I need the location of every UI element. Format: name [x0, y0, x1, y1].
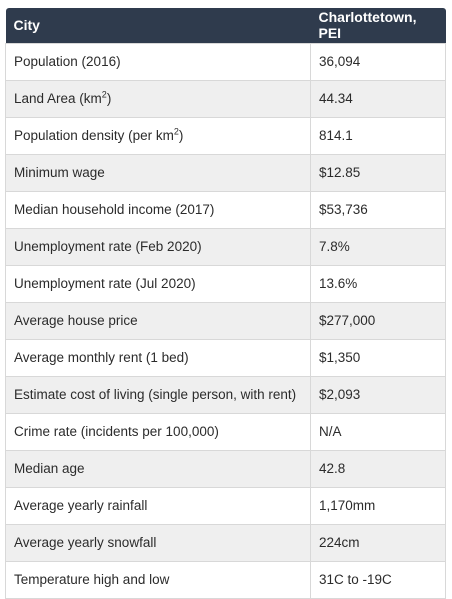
table-row: Unemployment rate (Feb 2020) 7.8%: [5, 227, 446, 266]
row-label-text: Population density (per km: [14, 128, 174, 143]
row-label: Crime rate (incidents per 100,000): [5, 412, 311, 451]
row-value: 36,094: [310, 42, 446, 81]
row-value: $2,093: [310, 375, 446, 414]
city-stats-table: City Charlottetown, PEI Population (2016…: [5, 8, 446, 599]
table-row: Estimate cost of living (single person, …: [5, 375, 446, 414]
row-value: $53,736: [310, 190, 446, 229]
row-value: 31C to -19C: [310, 560, 446, 599]
header-city: City: [5, 8, 311, 43]
row-label-text: Land Area (km: [14, 91, 102, 106]
table-row: Temperature high and low 31C to -19C: [5, 560, 446, 599]
table-row: Average house price $277,000: [5, 301, 446, 340]
row-value: $12.85: [310, 153, 446, 192]
row-value: 814.1: [310, 116, 446, 155]
table-row: Minimum wage $12.85: [5, 153, 446, 192]
row-label: Average yearly snowfall: [5, 523, 311, 562]
row-label: Population density (per km2): [5, 116, 311, 155]
table-row: Average yearly rainfall 1,170mm: [5, 486, 446, 525]
table-row: Population density (per km2) 814.1: [5, 116, 446, 155]
row-label: Median age: [5, 449, 311, 488]
table-row: Land Area (km2) 44.34: [5, 79, 446, 118]
row-label: Population (2016): [5, 42, 311, 81]
row-value: $1,350: [310, 338, 446, 377]
table-row: Median household income (2017) $53,736: [5, 190, 446, 229]
table-row: Population (2016) 36,094: [5, 42, 446, 81]
table-row: Average yearly snowfall 224cm: [5, 523, 446, 562]
row-value: 1,170mm: [310, 486, 446, 525]
row-label-suffix: ): [106, 91, 112, 106]
row-label: Median household income (2017): [5, 190, 311, 229]
row-value: 7.8%: [310, 227, 446, 266]
row-label: Minimum wage: [5, 153, 311, 192]
row-value: N/A: [310, 412, 446, 451]
row-label: Land Area (km2): [5, 79, 311, 118]
row-value: 13.6%: [310, 264, 446, 303]
row-label-suffix: ): [178, 128, 184, 143]
row-value: 42.8: [310, 449, 446, 488]
table-header-row: City Charlottetown, PEI: [5, 8, 446, 43]
superscript: 2: [101, 89, 107, 100]
table-row: Unemployment rate (Jul 2020) 13.6%: [5, 264, 446, 303]
row-label: Average yearly rainfall: [5, 486, 311, 525]
row-value: $277,000: [310, 301, 446, 340]
table-row: Crime rate (incidents per 100,000) N/A: [5, 412, 446, 451]
header-charlottetown: Charlottetown, PEI: [310, 8, 446, 43]
row-value: 224cm: [310, 523, 446, 562]
row-label: Average house price: [5, 301, 311, 340]
table-row: Average monthly rent (1 bed) $1,350: [5, 338, 446, 377]
row-label: Unemployment rate (Feb 2020): [5, 227, 311, 266]
row-label: Temperature high and low: [5, 560, 311, 599]
row-label: Unemployment rate (Jul 2020): [5, 264, 311, 303]
table-row: Median age 42.8: [5, 449, 446, 488]
row-value: 44.34: [310, 79, 446, 118]
row-label: Estimate cost of living (single person, …: [5, 375, 311, 414]
city-stats-table-container: City Charlottetown, PEI Population (2016…: [5, 8, 446, 599]
row-label: Average monthly rent (1 bed): [5, 338, 311, 377]
superscript: 2: [173, 126, 179, 137]
